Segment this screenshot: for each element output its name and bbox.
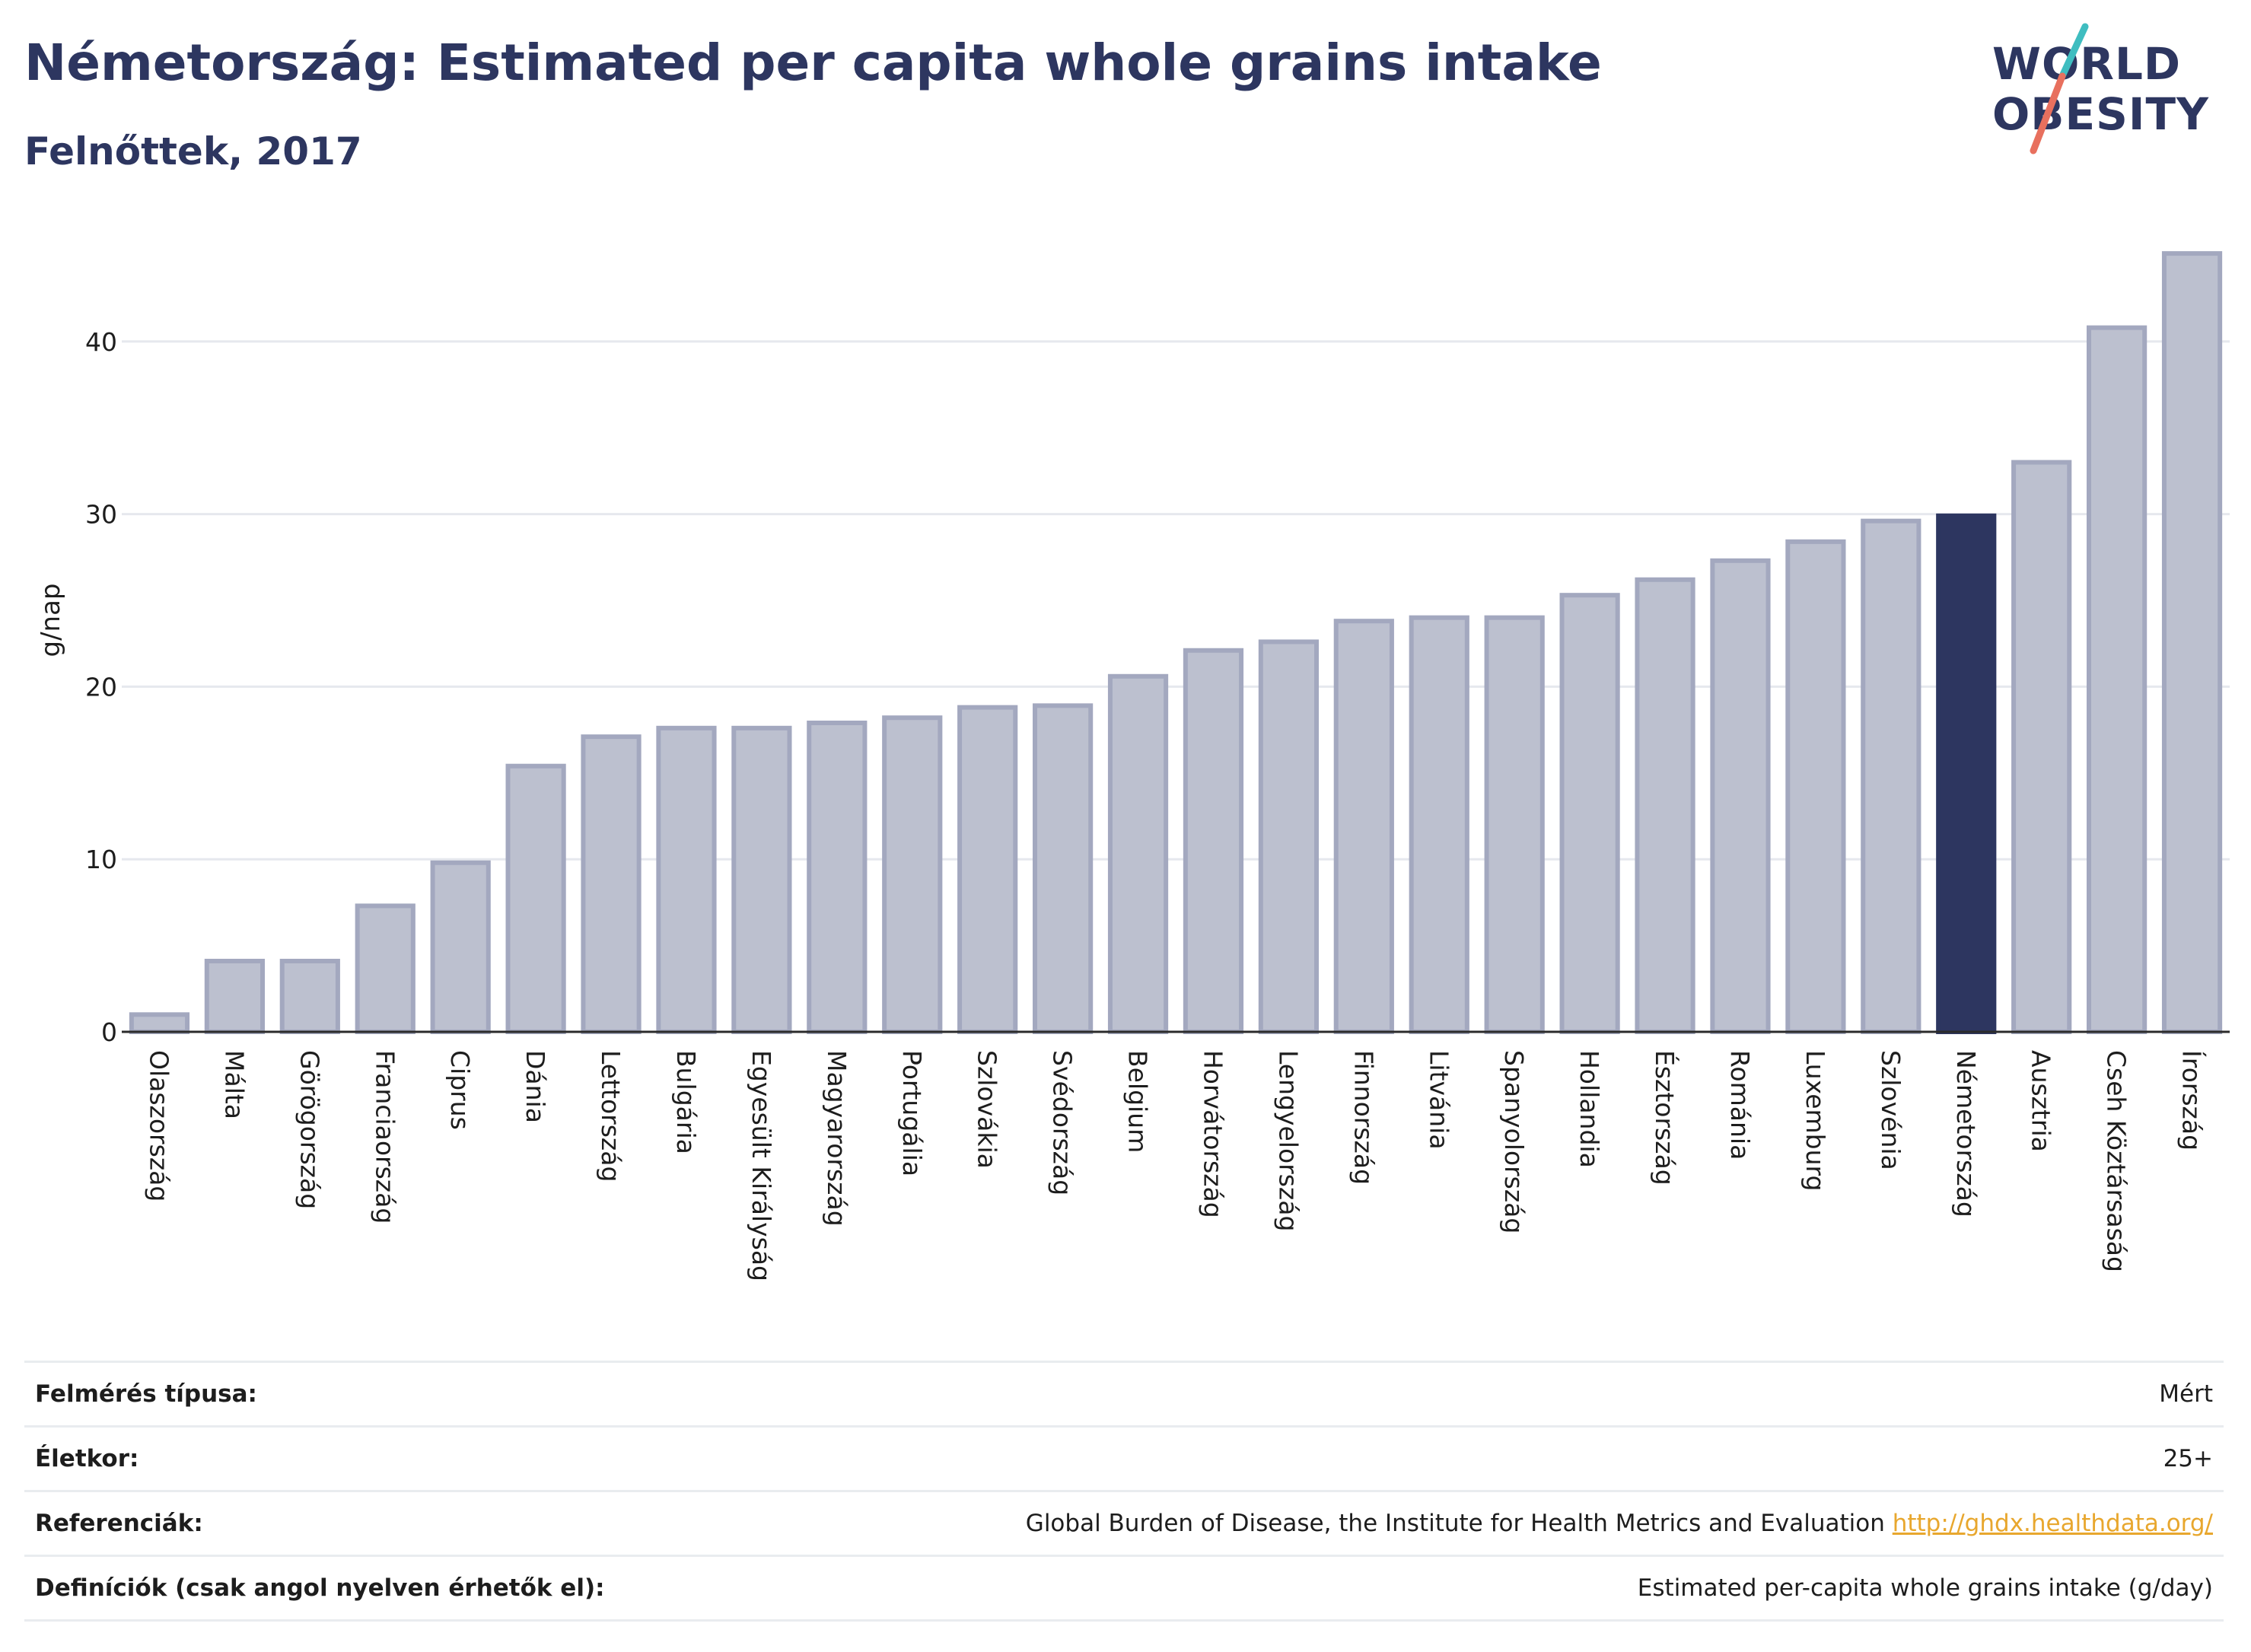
- bar: [1107, 673, 1169, 1034]
- x-tick-label: Magyarország: [822, 1050, 852, 1227]
- x-tick-label: Franciaország: [370, 1050, 400, 1224]
- x-tick-label: Ausztria: [2027, 1050, 2056, 1152]
- bar: [1333, 619, 1394, 1034]
- chart-title: Németország: Estimated per capita whole …: [24, 33, 1602, 92]
- x-tick-label: Bulgária: [671, 1050, 701, 1154]
- info-value: Mért: [2159, 1380, 2213, 1408]
- bar: [2161, 251, 2223, 1034]
- y-tick-label: 20: [85, 672, 117, 702]
- logo-line-1: WORLD: [1992, 38, 2182, 90]
- bar: [1409, 615, 1469, 1034]
- bars: [129, 251, 2223, 1035]
- x-tick-label: Görögország: [295, 1050, 324, 1209]
- bar: [957, 705, 1018, 1034]
- info-value: Estimated per-capita whole grains intake…: [1637, 1574, 2213, 1602]
- bar: [1033, 703, 1094, 1034]
- x-tick-label: Románia: [1725, 1050, 1755, 1160]
- bar: [204, 959, 265, 1035]
- info-value-references: Global Burden of Disease, the Institute …: [1026, 1510, 2224, 1537]
- x-tick-label: Németország: [1951, 1050, 1981, 1218]
- x-tick-label: Finnország: [1348, 1050, 1378, 1185]
- y-tick-label: 0: [101, 1017, 117, 1047]
- bar: [1635, 577, 1695, 1034]
- bar: [1484, 615, 1545, 1034]
- bar: [355, 903, 415, 1035]
- x-tick-label: Luxemburg: [1800, 1050, 1830, 1191]
- x-tick-label: Dánia: [521, 1050, 550, 1123]
- bar: [882, 715, 943, 1034]
- info-table: Felmérés típusa: Mért Életkor: 25+ Refer…: [24, 1361, 2224, 1622]
- bar: [581, 734, 642, 1035]
- bar: [731, 725, 792, 1034]
- x-tick-label: Lengyelország: [1273, 1050, 1303, 1231]
- bar: [1183, 648, 1244, 1034]
- logo-slash-icon: [2030, 23, 2089, 154]
- bar: [430, 860, 491, 1034]
- x-tick-label: Olaszország: [144, 1050, 174, 1202]
- axes: 0 10 20 30 40 Olaszország Málta Görögország Fran…: [85, 327, 2230, 1281]
- x-tick-label: Szlovákia: [973, 1050, 1002, 1169]
- bar: [1559, 593, 1620, 1034]
- info-row-age: Életkor: 25+: [24, 1425, 2224, 1490]
- info-label: Referenciák:: [35, 1510, 203, 1537]
- x-tick-label: Szlovénia: [1876, 1050, 1906, 1170]
- x-tick-label: Horvátország: [1198, 1050, 1227, 1218]
- y-axis-label: g/nap: [36, 583, 66, 657]
- x-tick-label: Spanyolország: [1499, 1050, 1529, 1233]
- bar: [656, 725, 717, 1034]
- reference-link[interactable]: http://ghdx.healthdata.org/: [1892, 1510, 2213, 1537]
- y-tick-label: 40: [85, 327, 117, 357]
- x-tick-label: Svédország: [1048, 1050, 1078, 1195]
- logo-line-2: OBESITY: [1992, 88, 2210, 140]
- info-value: 25+: [2163, 1445, 2213, 1472]
- info-row-survey-type: Felmérés típusa: Mért: [24, 1361, 2224, 1425]
- x-tick-label: Portugália: [897, 1050, 927, 1176]
- bar: [1785, 539, 1846, 1034]
- info-row-references: Referenciák: Global Burden of Disease, t…: [24, 1490, 2224, 1555]
- x-tick-label: Ciprus: [445, 1050, 475, 1130]
- x-tick-label: Málta: [219, 1050, 249, 1119]
- x-tick-label: Lettország: [596, 1050, 626, 1182]
- info-row-definitions: Definíciók (csak angol nyelven érhetők e…: [24, 1555, 2224, 1622]
- bar: [1258, 639, 1319, 1034]
- world-obesity-logo: WORLD OBESITY: [1979, 23, 2230, 160]
- x-tick-label: Belgium: [1123, 1050, 1153, 1153]
- bar: [129, 1012, 190, 1034]
- y-tick-label: 10: [85, 845, 117, 874]
- x-tick-label: Litvánia: [1424, 1050, 1453, 1150]
- chart-subtitle: Felnőttek, 2017: [24, 129, 362, 173]
- x-tick-label: Hollandia: [1574, 1050, 1604, 1168]
- bar: [1861, 518, 1921, 1034]
- bar: [505, 763, 566, 1034]
- bar: [1936, 513, 1997, 1034]
- info-label: Definíciók (csak angol nyelven érhetők e…: [35, 1574, 605, 1602]
- x-tick-label: Írország: [2177, 1050, 2208, 1151]
- x-tick-label: Cseh Köztársaság: [2102, 1050, 2132, 1272]
- bar-chart: 0 10 20 30 40 Olaszország Málta Görögország Fran…: [36, 251, 2230, 1281]
- bar: [2011, 460, 2072, 1034]
- bar: [2087, 325, 2148, 1034]
- info-label: Felmérés típusa:: [35, 1380, 257, 1408]
- bar: [807, 721, 868, 1034]
- reference-text: Global Burden of Disease, the Institute …: [1025, 1510, 1885, 1537]
- y-tick-label: 30: [85, 500, 117, 530]
- info-label: Életkor:: [35, 1445, 139, 1472]
- x-tick-label: Észtország: [1650, 1050, 1680, 1186]
- bar: [279, 959, 340, 1035]
- bar: [1710, 558, 1771, 1034]
- x-tick-label: Egyesült Királyság: [747, 1050, 776, 1281]
